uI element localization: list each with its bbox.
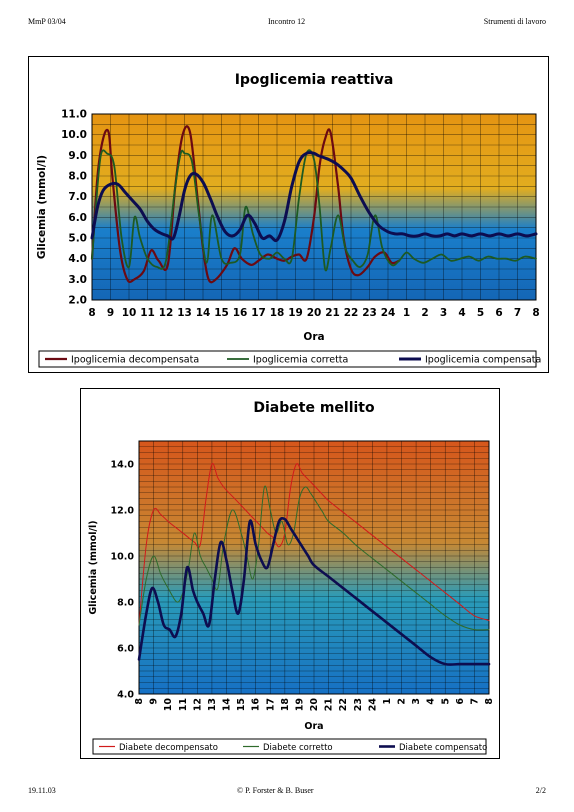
series-line bbox=[90, 151, 538, 243]
x-tick-label: 6 bbox=[495, 307, 502, 319]
y-axis-label: Glicemia (mmol/l) bbox=[88, 520, 99, 614]
y-tick-label: 6.0 bbox=[68, 212, 87, 224]
header-left: MmP 03/04 bbox=[28, 17, 66, 26]
y-tick-label: 8.0 bbox=[68, 171, 87, 183]
legend-label: Diabete compensato bbox=[399, 743, 487, 753]
x-tick-label: 16 bbox=[233, 307, 248, 319]
legend-label: Ipoglicemia corretta bbox=[253, 355, 348, 366]
legend-label: Ipoglicemia compensata bbox=[425, 355, 541, 366]
x-tick-label: 24 bbox=[367, 698, 378, 712]
footer-center: © P. Forster & B. Buser bbox=[237, 786, 314, 795]
y-tick-label: 8.0 bbox=[117, 598, 134, 609]
y-tick-label: 9.0 bbox=[68, 150, 87, 162]
x-tick-label: 14 bbox=[196, 307, 211, 319]
chart-ipoglicemia-reattiva: Ipoglicemia reattiva 2.0 3.0 4.0 5.0 6.0 7.0 8.… bbox=[28, 56, 549, 373]
x-tick-label: 12 bbox=[159, 307, 174, 319]
y-tick-label: 7.0 bbox=[68, 191, 87, 203]
x-tick-label: 13 bbox=[177, 307, 192, 319]
y-tick-label: 3.0 bbox=[68, 274, 87, 286]
x-tick-label: 6 bbox=[455, 698, 466, 705]
x-tick-label: 23 bbox=[362, 307, 377, 319]
x-tick-label: 10 bbox=[122, 307, 137, 319]
y-tick-label: 10.0 bbox=[61, 129, 87, 141]
y-tick-label: 5.0 bbox=[68, 233, 87, 245]
x-tick-label: 16 bbox=[251, 698, 262, 712]
x-tick-label: 12 bbox=[192, 698, 203, 711]
x-tick-label: 4 bbox=[426, 698, 437, 705]
x-tick-label: 9 bbox=[149, 698, 160, 705]
x-tick-label: 15 bbox=[214, 307, 229, 319]
plot-border bbox=[138, 440, 490, 695]
series-line bbox=[137, 516, 491, 666]
x-tick-label: 8 bbox=[134, 698, 145, 705]
legend-label: Ipoglicemia decompensata bbox=[71, 355, 199, 366]
chart-diabete-mellito: Diabete mellito 4.0 6.0 8.0 10.0 12.0 14.0 8 9 10… bbox=[80, 388, 500, 759]
x-tick-label: 4 bbox=[458, 307, 465, 319]
y-tick-label: 6.0 bbox=[117, 644, 134, 655]
x-tick-label: 18 bbox=[270, 307, 285, 319]
x-tick-label: 3 bbox=[411, 698, 422, 705]
series-line bbox=[138, 462, 490, 626]
x-tick-label: 1 bbox=[403, 307, 410, 319]
x-tick-label: 8 bbox=[532, 307, 539, 319]
x-tick-label: 20 bbox=[309, 698, 320, 712]
y-tick-label: 11.0 bbox=[61, 109, 87, 121]
x-tick-label: 20 bbox=[307, 307, 322, 319]
x-tick-label: 19 bbox=[294, 698, 305, 711]
x-tick-label: 8 bbox=[484, 698, 495, 705]
plot-border bbox=[91, 113, 537, 301]
chart-svg: Ipoglicemia reattiva 2.0 3.0 4.0 5.0 6.0 7.0 8.… bbox=[36, 72, 541, 368]
x-tick-label: 2 bbox=[397, 698, 408, 705]
y-axis-label: Glicemia (mmol/l) bbox=[36, 155, 48, 259]
x-tick-label: 10 bbox=[163, 698, 174, 712]
x-tick-label: 14 bbox=[222, 698, 233, 712]
y-tick-label: 2.0 bbox=[68, 295, 87, 307]
x-tick-label: 8 bbox=[88, 307, 95, 319]
y-tick-label: 4.0 bbox=[117, 690, 134, 701]
y-tick-label: 12.0 bbox=[111, 506, 135, 517]
footer-left: 19.11.03 bbox=[28, 786, 56, 795]
chart-title: Ipoglicemia reattiva bbox=[235, 72, 394, 88]
x-tick-label: 18 bbox=[280, 698, 291, 712]
x-tick-label: 21 bbox=[324, 698, 335, 711]
footer-right: 2/2 bbox=[535, 786, 546, 795]
x-tick-label: 19 bbox=[288, 307, 303, 319]
chart-title: Diabete mellito bbox=[253, 400, 375, 416]
x-tick-label: 11 bbox=[140, 307, 155, 319]
y-tick-label: 10.0 bbox=[111, 552, 135, 563]
x-tick-label: 1 bbox=[382, 698, 393, 705]
header-right: Strumenti di lavoro bbox=[483, 17, 546, 26]
legend-box bbox=[38, 350, 537, 368]
legend-label: Diabete decompensato bbox=[119, 743, 218, 753]
x-tick-label: 5 bbox=[477, 307, 484, 319]
legend-label: Diabete corretto bbox=[263, 743, 333, 753]
x-axis-label: Ora bbox=[303, 331, 324, 343]
legend-box bbox=[92, 738, 487, 755]
x-tick-label: 22 bbox=[338, 698, 349, 711]
header-center: Incontro 12 bbox=[268, 17, 306, 26]
x-tick-label: 3 bbox=[440, 307, 447, 319]
x-tick-label: 24 bbox=[381, 307, 396, 319]
x-tick-label: 17 bbox=[265, 698, 276, 711]
x-tick-label: 21 bbox=[325, 307, 340, 319]
y-tick-label: 14.0 bbox=[111, 460, 135, 471]
x-tick-label: 15 bbox=[236, 698, 247, 711]
x-tick-label: 23 bbox=[353, 698, 364, 711]
x-tick-label: 7 bbox=[469, 698, 480, 705]
x-tick-label: 9 bbox=[107, 307, 114, 319]
x-tick-label: 11 bbox=[178, 698, 189, 711]
x-axis-label: Ora bbox=[304, 721, 323, 732]
x-tick-label: 2 bbox=[421, 307, 428, 319]
x-tick-label: 22 bbox=[344, 307, 359, 319]
y-tick-label: 4.0 bbox=[68, 253, 87, 265]
x-tick-label: 17 bbox=[251, 307, 266, 319]
x-tick-label: 13 bbox=[207, 698, 218, 711]
x-tick-label: 5 bbox=[440, 698, 451, 705]
x-tick-label: 7 bbox=[514, 307, 521, 319]
series-line bbox=[91, 149, 537, 272]
